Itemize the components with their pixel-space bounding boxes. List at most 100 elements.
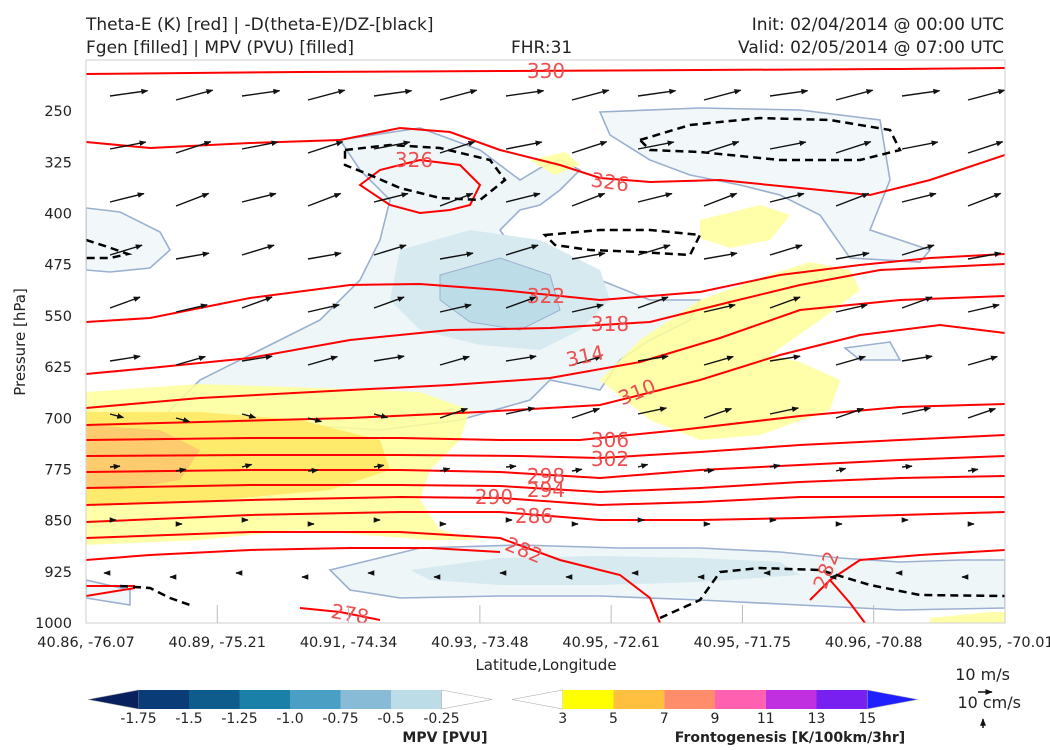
wind-arrow: [769, 406, 800, 415]
colorbar-tick-label: 13: [808, 711, 826, 727]
y-axis-label: Pressure [hPa]: [11, 288, 29, 396]
x-tick-label: 40.95, -70.01: [956, 635, 1050, 651]
wind-vectors: [103, 88, 1005, 580]
mpv-colorbar-title: MPV [PVU]: [402, 730, 487, 746]
wind-arrow: [967, 141, 1004, 154]
colorbar-cell: [562, 690, 614, 709]
colorbar-cell: [239, 690, 290, 709]
wind-arrow: [901, 406, 932, 415]
wind-arrow: [307, 417, 323, 423]
plot-frame: [85, 59, 1006, 624]
wind-arrow: [967, 407, 997, 419]
wind-arrow: [439, 89, 478, 101]
colorbar-tick-label: -1.5: [175, 711, 202, 727]
colorbar-cell: [765, 690, 817, 709]
wind-arrow: [769, 88, 809, 97]
wind-arrow: [703, 89, 742, 101]
wind-arrow: [835, 141, 872, 154]
mpv-region-small: [843, 341, 902, 361]
wind-arrow: [901, 140, 939, 150]
colorbar-cell: [613, 690, 665, 709]
wind-arrow: [571, 303, 604, 313]
colorbar-tick-label: 11: [757, 711, 775, 727]
fgen-colorbar-ticks: 3 5 7 9 11 13 15: [558, 711, 876, 727]
wind-arrow: [835, 467, 847, 473]
colorbar-tick-label: -1.25: [221, 711, 257, 727]
colorbar-cell: [511, 689, 564, 710]
contour-left-lower: [86, 547, 501, 561]
wind-arrow: [175, 467, 187, 474]
wind-arrow: [835, 251, 870, 260]
wind-arrow: [637, 88, 677, 97]
contour-298: [86, 455, 1005, 480]
wind-arrow: [901, 463, 913, 470]
wind-arrow: [373, 192, 409, 203]
wind-arrow: [637, 296, 669, 309]
wind-arrow: [109, 244, 143, 256]
wind-arrow: [307, 467, 319, 474]
y-tick-label: 625: [44, 360, 72, 376]
wind-arrow: [703, 467, 715, 474]
y-tick-label: 1000: [35, 616, 72, 632]
fgen-colorbar-title: Frontogenesis [K/100km/3hr]: [675, 730, 905, 746]
colorbar-tick-label: 7: [660, 711, 669, 727]
colorbar-cell: [138, 690, 189, 709]
contour-label-group: 286: [515, 504, 553, 528]
y-tick-label: 400: [44, 207, 72, 223]
wind-arrow: [373, 88, 413, 97]
fgen-region-left-core: [86, 425, 200, 490]
contour-318: [86, 263, 1005, 375]
wind-arrow: [241, 413, 257, 419]
wind-arrow: [439, 251, 474, 260]
wind-arrow: [571, 251, 606, 260]
contour-label-group: 306: [591, 428, 629, 452]
y-axis-ticks: 250 325 400 475 550 625 700 775 850 925 1000: [35, 104, 72, 632]
title-line-2: Fgen [filled] | MPV (PVU) [filled]: [86, 38, 355, 58]
wind-arrow: [307, 141, 344, 154]
wind-arrow: [373, 244, 407, 256]
wind-arrow: [769, 140, 807, 150]
wind-arrow: [901, 88, 941, 97]
contour-282-right-tail: [829, 579, 866, 623]
dthetae-dz-contours: [86, 116, 1005, 620]
wind-arrow: [901, 354, 933, 362]
contour-286: [86, 511, 1005, 523]
wind-key-horizontal: 10 m/s: [955, 665, 1010, 684]
init-time: Init: 02/04/2014 @ 00:00 UTC: [751, 15, 1004, 35]
wind-arrow: [769, 192, 805, 203]
wind-arrow: [109, 140, 147, 150]
contour-290: [86, 495, 1005, 507]
contour-278: [299, 607, 381, 621]
wind-arrow: [439, 407, 469, 419]
contour-302: [86, 434, 1005, 460]
colorbar-cell: [715, 690, 766, 709]
colorbar-cell: [290, 690, 341, 709]
contour-label-group: 330: [527, 59, 565, 83]
contour-326: [86, 126, 1005, 197]
x-axis-label: Latitude,Longitude: [475, 656, 616, 674]
wind-arrow: [835, 89, 874, 101]
contour-label: 298: [527, 464, 565, 488]
wind-arrow: [373, 140, 411, 150]
contour-label: 326: [589, 167, 630, 196]
y-tick-label: 550: [44, 309, 72, 325]
y-tick-label: 325: [44, 155, 72, 171]
y-tick-label: 250: [44, 104, 72, 120]
wind-arrow: [769, 463, 781, 470]
wind-arrow: [703, 192, 738, 207]
wind-arrow: [241, 140, 279, 150]
colorbar-cell: [340, 690, 391, 709]
wind-arrow: [241, 192, 277, 203]
x-tick-label: 40.91, -74.34: [300, 635, 397, 651]
wind-arrow: [373, 463, 385, 470]
wind-arrow: [439, 141, 476, 154]
filled-fields: [86, 107, 1005, 623]
x-tick-label: 40.93, -73.48: [431, 635, 528, 651]
wind-arrow: [505, 192, 541, 203]
wind-arrow: [241, 88, 281, 97]
wind-arrow: [241, 354, 273, 362]
wind-arrow: [175, 303, 208, 313]
wind-arrow: [703, 355, 734, 366]
wind-arrow: [505, 244, 539, 256]
colorbar-tick-label: -1.0: [276, 711, 303, 727]
